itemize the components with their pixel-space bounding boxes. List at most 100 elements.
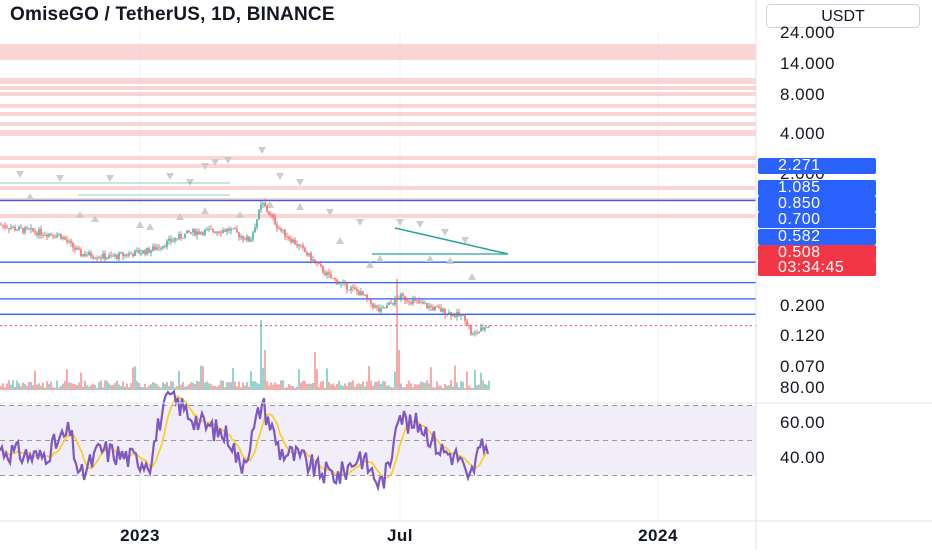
candle-body	[76, 248, 78, 250]
volume-bar	[310, 383, 312, 390]
price-tick-label: 4.000	[780, 124, 826, 143]
volume-bar	[354, 386, 356, 390]
volume-bar	[270, 382, 272, 390]
volume-bar	[60, 385, 62, 390]
fractal-marker	[276, 173, 284, 180]
candle-body	[42, 235, 44, 236]
volume-bar	[430, 367, 432, 390]
candle-body	[468, 325, 470, 327]
candle-body	[466, 320, 468, 326]
candle-body	[426, 303, 428, 308]
time-tick-label: 2024	[638, 526, 678, 545]
volume-bar	[428, 383, 430, 390]
volume-bar	[452, 386, 454, 390]
volume-bar	[282, 380, 284, 390]
candle-body	[220, 232, 222, 234]
volume-bar	[10, 384, 12, 390]
candle-body	[352, 287, 354, 288]
fractal-marker	[258, 147, 266, 154]
volume-bar	[348, 381, 350, 390]
volume-bar	[38, 383, 40, 390]
candle-body	[212, 229, 214, 232]
candle-body	[102, 253, 104, 259]
candle-body	[374, 305, 376, 308]
candle-body	[312, 259, 314, 261]
candle-body	[132, 253, 134, 257]
resistance-zone	[0, 130, 756, 136]
candle-body	[476, 332, 478, 334]
candle-body	[172, 240, 174, 242]
candle-body	[26, 227, 28, 229]
volume-bar	[224, 387, 226, 390]
volume-bar	[98, 382, 100, 390]
candle-body	[54, 236, 56, 238]
price-tick-label: 0.070	[780, 357, 826, 376]
volume-bar	[308, 383, 310, 390]
volume-bar	[426, 380, 428, 390]
candle-body	[358, 291, 360, 296]
volume-bar	[2, 383, 4, 390]
volume-bar	[54, 387, 56, 390]
candle-body	[10, 227, 12, 230]
candle-body	[410, 302, 412, 304]
volume-bar	[444, 383, 446, 390]
candle-body	[268, 211, 270, 215]
candle-body	[70, 240, 72, 243]
candle-body	[40, 229, 42, 236]
price-tick-label: 8.000	[780, 85, 826, 104]
volume-bar	[62, 383, 64, 390]
price-badge: 1.085	[758, 180, 876, 196]
candle-body	[276, 224, 278, 228]
candle-body	[98, 257, 100, 259]
candle-body	[278, 227, 280, 229]
volume-bar	[88, 386, 90, 390]
volume-bar	[84, 380, 86, 390]
candle-body	[344, 281, 346, 283]
candle-body	[484, 327, 486, 330]
fractal-marker	[296, 203, 304, 210]
candle-body	[300, 244, 302, 246]
candle-body	[470, 326, 472, 335]
candle-body	[86, 255, 88, 257]
candle-body	[92, 256, 94, 259]
candle-body	[130, 253, 132, 255]
candle-body	[180, 234, 182, 239]
candle-body	[384, 307, 386, 309]
candle-body	[118, 252, 120, 259]
volume-bar	[56, 380, 58, 390]
candle-body	[96, 258, 98, 260]
volume-bar	[24, 384, 26, 390]
candle-body	[332, 278, 334, 280]
candle-body	[30, 228, 32, 230]
volume-bar	[220, 380, 222, 390]
fractal-marker	[426, 255, 434, 262]
candle-body	[230, 228, 232, 231]
currency-selector[interactable]: USDT	[766, 4, 920, 28]
candle-body	[318, 263, 320, 265]
candle-body	[22, 228, 24, 233]
volume-bar	[106, 380, 108, 390]
volume-bar	[286, 387, 288, 390]
candle-body	[62, 237, 64, 239]
volume-bar	[96, 387, 98, 390]
volume-bar	[460, 381, 462, 390]
candle-body	[314, 259, 316, 262]
volume-bar	[222, 380, 224, 390]
volume-bar	[462, 381, 464, 390]
volume-bar	[326, 368, 328, 390]
volume-bar	[380, 383, 382, 390]
resistance-zone	[0, 92, 756, 96]
candle-body	[488, 326, 490, 328]
candle-body	[80, 249, 82, 256]
candle-body	[52, 234, 54, 237]
candle-body	[188, 230, 190, 233]
candle-body	[174, 238, 176, 241]
candle-body	[112, 255, 114, 257]
candle-body	[382, 307, 384, 309]
volume-bar	[92, 383, 94, 390]
volume-bar	[132, 367, 134, 390]
volume-bar	[306, 383, 308, 390]
candle-body	[452, 313, 454, 317]
